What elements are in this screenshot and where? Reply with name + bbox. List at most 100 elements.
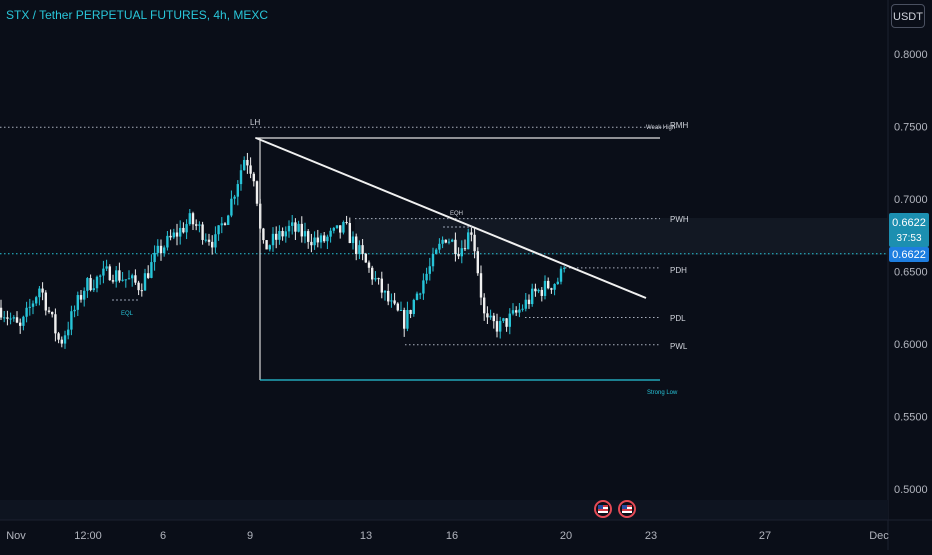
x-tick-label: 13 (360, 530, 372, 542)
candle-body (201, 224, 204, 240)
candle-body (307, 231, 310, 242)
candle-body (457, 253, 460, 257)
candle-body (393, 300, 396, 304)
candle-body (431, 253, 435, 267)
candle-body (297, 223, 300, 232)
candle-body (99, 275, 102, 277)
candle-body (86, 278, 89, 291)
candle-body (54, 314, 57, 334)
candle-body (63, 335, 67, 344)
events-strip (0, 500, 888, 520)
candle-body (239, 170, 243, 185)
candle-body (188, 213, 191, 225)
candle-body (515, 310, 518, 313)
candle-body (28, 306, 31, 308)
candle-body (60, 339, 63, 344)
price-marker-last: 0.6622 (889, 247, 929, 262)
candle-body (447, 241, 451, 243)
candle-body (233, 196, 236, 199)
candle-body (438, 243, 441, 250)
currency-button[interactable]: USDT (891, 4, 925, 28)
candle-body (374, 278, 377, 280)
us-flag-icon[interactable] (594, 500, 612, 518)
candle-body (361, 245, 364, 254)
candle-body (524, 299, 527, 309)
candle-body (451, 239, 454, 242)
candle-body (313, 237, 316, 246)
time-axis[interactable]: Nov 12:00 6 9 13 16 20 23 27 Dec (6, 530, 889, 542)
candle-body (19, 322, 22, 326)
candle-body (281, 230, 284, 237)
lh-label: LH (250, 118, 260, 127)
candle-body (553, 284, 556, 290)
candle-body (332, 227, 335, 231)
candle-body (537, 289, 540, 292)
candle-body (358, 245, 361, 254)
candle-body (249, 165, 252, 174)
candle-body (121, 279, 124, 281)
y-tick-label: 0.6500 (894, 267, 928, 279)
candle-body (204, 239, 207, 241)
candle-body (428, 266, 431, 274)
candle-body (303, 231, 307, 237)
candle-body (284, 231, 287, 237)
candle-body (153, 252, 156, 263)
candle-body (83, 290, 86, 300)
candle-body (406, 310, 409, 329)
candle-body (531, 288, 534, 305)
candle-body (559, 268, 563, 282)
candle-body (252, 173, 255, 182)
candle-body (463, 248, 467, 250)
candle-body (473, 234, 476, 252)
candle-body (111, 280, 115, 282)
price-axis[interactable]: 0.8000 0.7500 0.7000 0.6500 0.6000 0.5500 0.50… (894, 49, 928, 496)
candle-body (70, 311, 73, 330)
x-tick-label: 12:00 (74, 530, 102, 542)
candle-body (214, 234, 217, 248)
candle-body (492, 315, 495, 322)
candle-body (278, 230, 281, 240)
candle-body (486, 313, 489, 318)
y-tick-label: 0.7000 (894, 194, 928, 206)
pwh-zone (355, 218, 888, 255)
level-lines (0, 126, 888, 346)
y-tick-label: 0.8000 (894, 49, 928, 61)
candle-body (419, 293, 422, 295)
candle-body (102, 268, 105, 276)
price-marker-last-value: 0.6622 (892, 249, 926, 261)
candles (0, 152, 566, 349)
candle-body (6, 317, 9, 319)
weak-high-label: Weak High (646, 125, 675, 131)
x-tick-label: 16 (446, 530, 458, 542)
candle-body (399, 309, 403, 311)
candle-body (185, 224, 188, 233)
pwl-label: PWL (670, 342, 688, 351)
us-flag-icon[interactable] (618, 500, 636, 518)
candle-body (38, 288, 41, 298)
candle-body (182, 227, 185, 233)
chart-title: STX / Tether PERPETUAL FUTURES, 4h, MEXC (6, 8, 269, 22)
candle-body (444, 239, 447, 243)
candle-body (527, 299, 531, 305)
candle-body (159, 245, 163, 254)
candle-body (198, 224, 201, 226)
candle-body (342, 222, 345, 233)
candle-body (67, 329, 70, 336)
candle-body (339, 225, 342, 233)
candle-body (9, 318, 12, 320)
candle-body (243, 159, 246, 171)
candle-body (265, 240, 268, 250)
candle-body (156, 245, 159, 253)
candle-body (51, 311, 54, 315)
eqh-label: EQH (450, 211, 463, 217)
candle-body (73, 309, 76, 312)
candle-body (505, 318, 508, 327)
candle-body (271, 233, 275, 246)
trendline[interactable] (255, 137, 647, 299)
candle-body (31, 303, 35, 307)
candle-body (345, 222, 348, 224)
candle-body (137, 282, 140, 291)
candle-body (25, 307, 28, 317)
